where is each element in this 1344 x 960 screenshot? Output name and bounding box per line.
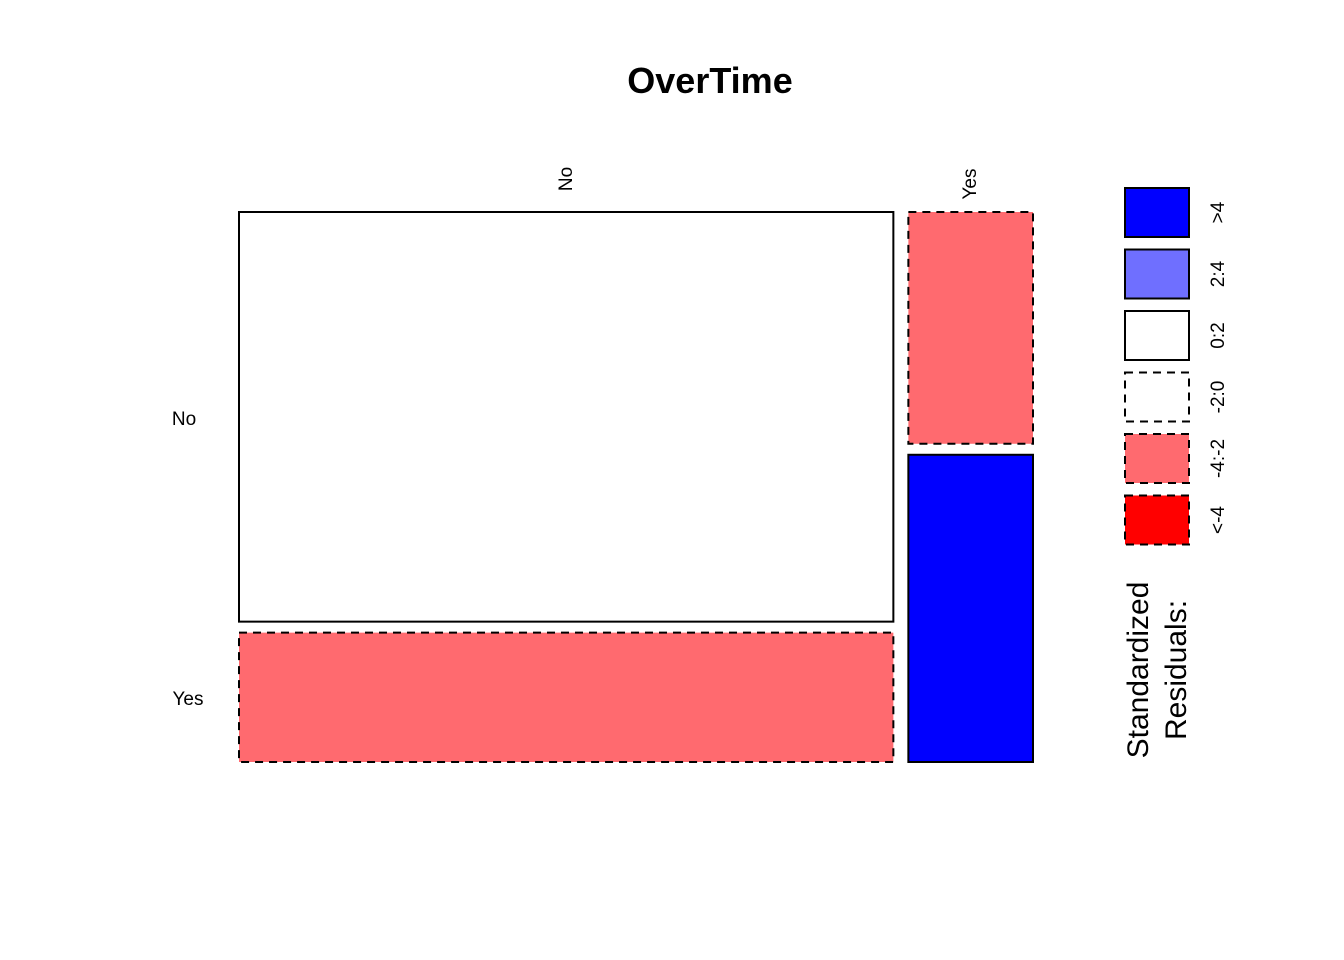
legend-label-3: -2:0 xyxy=(1208,381,1229,414)
mosaic-tiles xyxy=(238,211,1034,764)
tile-yes-yes xyxy=(907,453,1034,763)
chart-title: OverTime xyxy=(627,60,792,101)
tile-no-yes xyxy=(238,631,895,764)
legend-title-line-2: Residuals: xyxy=(1160,600,1193,740)
legend-swatch-2 xyxy=(1124,310,1190,361)
legend-label-4: -4:-2 xyxy=(1208,439,1229,478)
legend-label-2: 0:2 xyxy=(1208,322,1229,348)
legend-label-0: >4 xyxy=(1208,201,1229,223)
legend: >4 2:4 0:2 -2:0 -4:-2 <-4 xyxy=(1124,187,1229,546)
legend-label-1: 2:4 xyxy=(1208,260,1229,287)
legend-swatch-4 xyxy=(1124,433,1190,484)
legend-swatch-3 xyxy=(1124,371,1190,423)
legend-swatch-5 xyxy=(1124,494,1190,546)
legend-swatch-0 xyxy=(1124,187,1190,238)
legend-title-line-1: Standardized xyxy=(1122,582,1155,759)
row-label-no: No xyxy=(172,409,196,430)
column-label-yes: Yes xyxy=(960,169,981,200)
tile-no-no xyxy=(238,211,895,623)
legend-swatch-1 xyxy=(1124,248,1190,300)
tile-yes-no xyxy=(907,211,1034,445)
legend-label-5: <-4 xyxy=(1208,506,1229,534)
row-label-yes: Yes xyxy=(173,689,204,710)
column-label-no: No xyxy=(556,167,577,191)
